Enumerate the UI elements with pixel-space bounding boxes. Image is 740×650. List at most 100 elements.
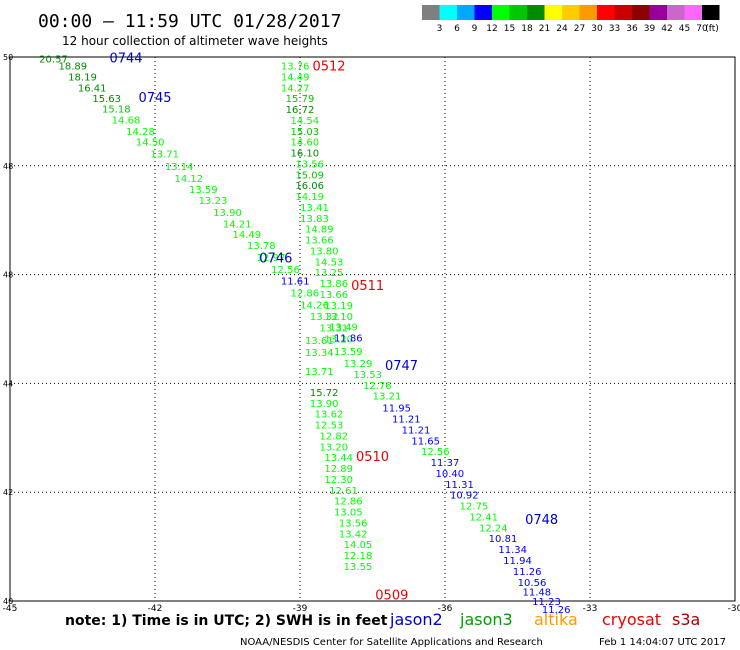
legend-swatch <box>684 5 702 20</box>
legend-swatch <box>439 5 457 20</box>
lon-tick-label: -42 <box>148 604 163 614</box>
lat-tick-label: 40 <box>3 597 13 606</box>
legend-swatch <box>702 5 720 20</box>
wave-height-value: 13.78 <box>247 241 276 252</box>
wave-height-value: 10.40 <box>436 469 465 480</box>
wave-height-value: 12.56 <box>271 265 300 276</box>
wave-height-value: 10.92 <box>450 491 479 502</box>
legend-swatch <box>457 5 475 20</box>
legend-swatch <box>579 5 597 20</box>
legend-bin-label: 18 <box>521 24 533 34</box>
legend-bin-label: 24 <box>556 24 568 34</box>
wave-height-value: 13.53 <box>353 370 382 381</box>
legend-bin-label: 6 <box>454 24 460 34</box>
pass-number-label: 0745 <box>138 91 171 106</box>
pass-number-label: 0747 <box>385 359 418 374</box>
satellite-legend-item: altika <box>534 610 578 629</box>
wave-height-value: 13.29 <box>344 359 373 370</box>
satellite-tracks: 20.5718.8918.1916.4115.6315.1814.6814.28… <box>39 54 570 616</box>
wave-height-value: 13.42 <box>339 529 368 540</box>
legend-bin-label: 15 <box>504 24 515 34</box>
wave-height-value: 15.63 <box>92 94 121 105</box>
wave-height-value: 14.60 <box>291 138 320 149</box>
wave-height-value: 13.44 <box>324 453 353 464</box>
wave-height-value: 13.19 <box>324 301 353 312</box>
wave-height-value: 11.48 <box>523 588 552 599</box>
wave-height-value: 14.26 <box>300 300 329 311</box>
pass-labels: 0744 0745 0746 0747 0748 0512 0511 0510 0509 <box>109 51 558 603</box>
wave-height-value: 11.61 <box>281 276 310 287</box>
wave-height-value: 14.21 <box>223 219 252 230</box>
wave-height-value: 11.86 <box>334 334 363 345</box>
legend-swatch <box>667 5 685 20</box>
wave-height-value: 15.18 <box>102 104 131 115</box>
legend-swatch <box>649 5 667 20</box>
legend-unit: (ft) <box>705 24 719 34</box>
wave-height-value: 13.34 <box>305 348 334 359</box>
wave-height-value: 12.53 <box>315 421 344 432</box>
wave-height-value: 11.26 <box>542 605 571 616</box>
wave-height-value: 13.71 <box>150 150 179 161</box>
wave-height-value: 13.66 <box>305 236 334 247</box>
wave-height-value: 14.53 <box>315 257 344 268</box>
axis-ticks: -45 -42 -39 -36 -33 -30 50 48 48 44 42 40 <box>3 53 740 614</box>
wave-height-value: 14.68 <box>112 115 141 126</box>
wave-height-value: 12.18 <box>344 551 373 562</box>
pass-number-label: 0748 <box>525 513 558 528</box>
wave-height-value: 11.23 <box>532 597 561 608</box>
legend-swatch <box>632 5 650 20</box>
legend-bin-label: 33 <box>609 24 620 34</box>
wave-height-value: 13.76 <box>281 62 310 73</box>
wave-height-value: 13.90 <box>310 399 339 410</box>
legend-bin-label: 3 <box>437 24 443 34</box>
wave-height-value: 16.06 <box>295 181 324 192</box>
wave-height-value: 13.59 <box>334 347 363 358</box>
wave-height-value: 13.32 <box>310 312 339 323</box>
wave-height-value: 13.90 <box>213 208 242 219</box>
wave-height-value: 15.03 <box>291 127 320 138</box>
satellite-legend-item: s3a <box>672 610 700 629</box>
wave-height-value: 13.41 <box>300 203 329 214</box>
wave-height-value: 14.05 <box>344 540 373 551</box>
wave-height-value: 13.56 <box>295 159 324 170</box>
wave-height-value: 12.41 <box>469 512 498 523</box>
footer-timestamp: Feb 1 14:04:07 UTC 2017 <box>599 637 726 648</box>
map-frame <box>9 56 736 602</box>
lat-tick-label: 44 <box>3 379 13 388</box>
wave-height-value: 13.71 <box>305 367 334 378</box>
wave-height-value: 12.89 <box>324 464 353 475</box>
lat-tick-label: 50 <box>3 53 13 62</box>
wave-height-value: 11.21 <box>392 415 421 426</box>
wave-height-value: 13.23 <box>199 196 228 207</box>
page-subtitle: 12 hour collection of altimeter wave hei… <box>62 34 328 48</box>
wave-height-value: 15.79 <box>286 94 315 105</box>
wave-height-value: 13.05 <box>334 508 363 519</box>
wave-height-value: 20.57 <box>39 54 68 65</box>
legend-swatch <box>527 5 545 20</box>
wave-height-value: 11.34 <box>498 545 527 556</box>
graticule <box>10 57 735 601</box>
legend-swatch <box>474 5 492 20</box>
wave-height-value: 10.56 <box>518 578 547 589</box>
wave-height-value: 13.14 <box>165 162 194 173</box>
track-a: 20.5718.8918.1916.4115.6315.1814.6814.28… <box>39 54 570 616</box>
legend-bin-label: 21 <box>539 24 550 34</box>
footer-credit: NOAA/NESDIS Center for Satellite Applica… <box>240 637 543 648</box>
wave-height-value: 12.75 <box>460 502 489 513</box>
pass-number-label: 0510 <box>356 450 389 465</box>
legend-swatch <box>597 5 615 20</box>
legend-swatch <box>544 5 562 20</box>
wave-height-value: 16.41 <box>78 83 107 94</box>
pass-number-label: 0512 <box>312 60 345 75</box>
wave-height-value: 12.76 <box>363 381 392 392</box>
wave-height-value: 13.49 <box>329 323 358 334</box>
wave-height-value: 14.19 <box>295 192 324 203</box>
color-scale-legend: 3 6 9 12 15 18 21 24 27 30 33 36 39 42 45 70 <box>422 5 720 34</box>
lon-tick-label: -30 <box>728 604 740 614</box>
wave-height-value: 12.30 <box>324 475 353 486</box>
wave-height-value: 14.54 <box>291 116 320 127</box>
wave-height-value: 14.89 <box>305 225 334 236</box>
wave-height-value: 13.31 <box>320 324 349 335</box>
wave-height-value: 12.56 <box>421 447 450 458</box>
